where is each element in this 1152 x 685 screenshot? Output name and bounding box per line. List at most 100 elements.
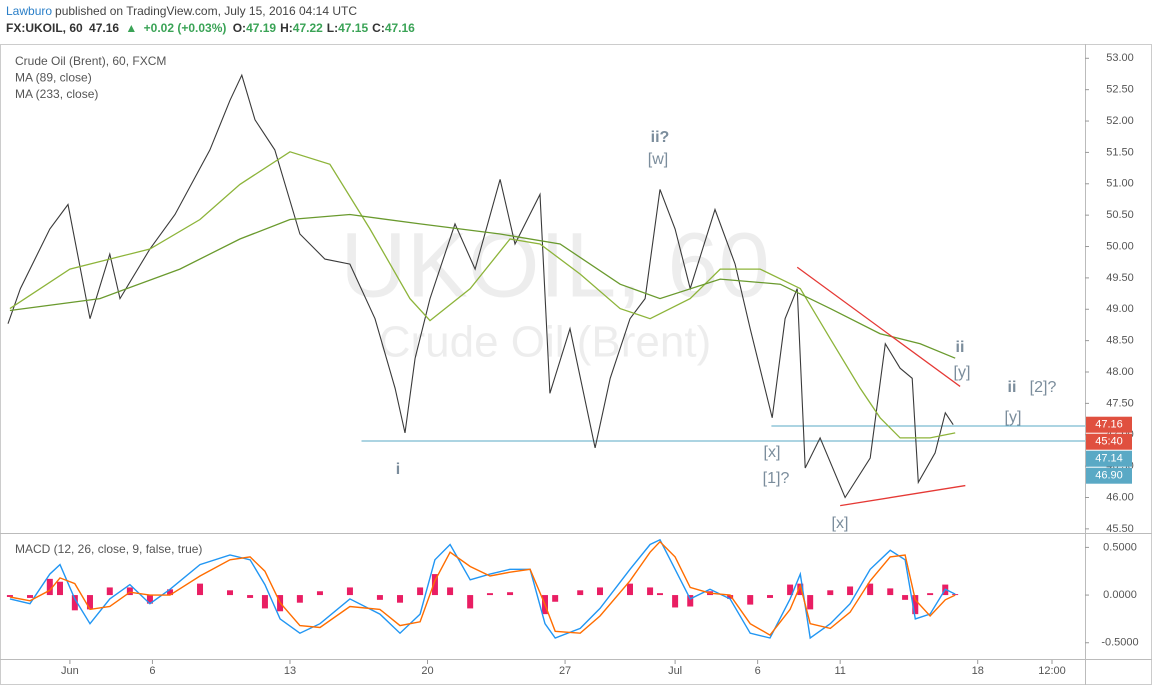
x-tick-label: 13 — [284, 665, 296, 677]
ohlc-label: L: — [326, 21, 339, 35]
histogram-bar — [247, 595, 254, 598]
y-tick-label: -0.5000 — [1101, 637, 1138, 649]
histogram-bar — [787, 584, 794, 596]
histogram-bar — [912, 595, 919, 615]
x-tick-label: 12:00 — [1038, 665, 1066, 677]
histogram-bar — [56, 581, 63, 596]
histogram-bar — [227, 590, 234, 596]
histogram-bar — [71, 595, 78, 611]
histogram-bar — [656, 593, 663, 596]
symbol-row: FX:UKOIL, 60 47.16 ▲ +0.02 (+0.03%) O:47… — [6, 20, 422, 37]
x-tick-label: 20 — [421, 665, 433, 677]
wave-label: ii? — [651, 129, 670, 146]
ohlc-value: 47.19 — [246, 21, 277, 35]
histogram-bar — [376, 595, 383, 600]
macd-line — [9, 538, 956, 640]
histogram-bar — [727, 595, 734, 599]
histogram-bar — [27, 595, 34, 598]
histogram-bar — [552, 595, 559, 602]
macd-line — [9, 540, 956, 637]
histogram-bar — [902, 595, 909, 600]
histogram-bar — [431, 574, 438, 596]
ohlc-value: 47.15 — [338, 21, 369, 35]
histogram-bar — [867, 583, 874, 596]
legend-entry: MA (89, close) — [15, 71, 92, 85]
histogram-bar — [577, 590, 584, 596]
price-tag-label: 47.16 — [1095, 419, 1123, 431]
y-tick-label: 52.50 — [1106, 84, 1134, 96]
x-tick-label: 27 — [559, 665, 571, 677]
histogram-bar — [747, 595, 754, 605]
histogram-bar — [952, 594, 959, 596]
histogram-bar — [447, 587, 454, 596]
watermark: UKOIL, 60 — [340, 214, 770, 316]
histogram-bar — [827, 590, 834, 596]
price-tag — [1086, 433, 1132, 450]
legend-entry: MA (233, close) — [15, 87, 98, 101]
price-tag-label: 46.90 — [1095, 470, 1123, 482]
ohlc: O:47.19 H:47.22 L:47.15 C:47.16 — [233, 21, 419, 35]
legend-entry: Crude Oil (Brent), 60, FXCM — [15, 54, 166, 68]
symbol: FX:UKOIL, 60 — [6, 21, 83, 35]
histogram-bar — [847, 586, 854, 596]
y-tick-label: 50.50 — [1106, 209, 1134, 221]
histogram-bar — [626, 583, 633, 596]
histogram-bar — [397, 595, 404, 603]
y-tick-label: 53.00 — [1106, 52, 1134, 64]
histogram-bar — [507, 592, 514, 596]
histogram-bar — [261, 595, 268, 609]
wave-label: [x] — [832, 515, 849, 532]
histogram-bar — [807, 595, 814, 610]
histogram-bar — [887, 588, 894, 596]
moving-average — [9, 151, 956, 439]
price-tag-label: 45:40 — [1095, 436, 1123, 448]
price-tag — [1086, 467, 1132, 484]
y-tick-label: 48.00 — [1106, 366, 1134, 378]
histogram-bar — [46, 578, 53, 596]
y-tick-label: 46.00 — [1106, 491, 1134, 503]
author[interactable]: Lawburo — [6, 4, 53, 18]
histogram-bar — [86, 595, 93, 610]
histogram-bar — [296, 595, 303, 603]
x-tick-label: Jun — [61, 665, 79, 677]
publish-row: Lawburo published on TradingView.com, Jul… — [6, 3, 422, 20]
histogram-bar — [167, 589, 174, 596]
histogram-bar — [687, 595, 694, 607]
histogram-bar — [597, 587, 604, 596]
trendline — [840, 484, 966, 507]
histogram-bar — [346, 587, 353, 596]
y-tick-label: 49.00 — [1106, 303, 1134, 315]
trendline — [796, 266, 961, 387]
macd-legend: MACD (12, 26, close, 9, false, true) — [15, 542, 202, 556]
y-tick-label: 50.00 — [1106, 240, 1134, 252]
histogram-bar — [767, 595, 774, 598]
wave-label: ii — [956, 339, 965, 356]
x-tick-label: 6 — [149, 665, 155, 677]
y-tick-label: 0.0000 — [1103, 589, 1137, 601]
ohlc-label: H: — [280, 21, 293, 35]
histogram-bar — [927, 593, 934, 596]
x-tick-label: 6 — [755, 665, 761, 677]
x-tick-label: Jul — [668, 665, 682, 677]
price-tag-label: 47.14 — [1095, 453, 1123, 465]
ohlc-label: C: — [372, 21, 385, 35]
arrow: ▲ — [125, 21, 138, 35]
change: +0.02 (+0.03%) — [143, 21, 227, 35]
header: Lawburo published on TradingView.com, Jul… — [6, 3, 422, 37]
y-tick-label: 47.50 — [1106, 397, 1134, 409]
histogram-bar — [486, 593, 493, 596]
last-price: 47.16 — [89, 21, 120, 35]
price-tag — [1086, 416, 1132, 433]
wave-label: ii — [1008, 379, 1017, 396]
y-tick-label: 45.50 — [1106, 523, 1134, 535]
published: published on TradingView.com, July 15, 2… — [55, 4, 357, 18]
x-tick-label: 11 — [834, 665, 845, 677]
histogram-bar — [647, 587, 654, 596]
watermark-sub: Crude Oil (Brent) — [379, 318, 712, 367]
histogram-bar — [797, 583, 804, 596]
histogram-bar — [106, 587, 113, 596]
price-tag — [1086, 450, 1132, 467]
histogram-bar — [467, 595, 474, 609]
